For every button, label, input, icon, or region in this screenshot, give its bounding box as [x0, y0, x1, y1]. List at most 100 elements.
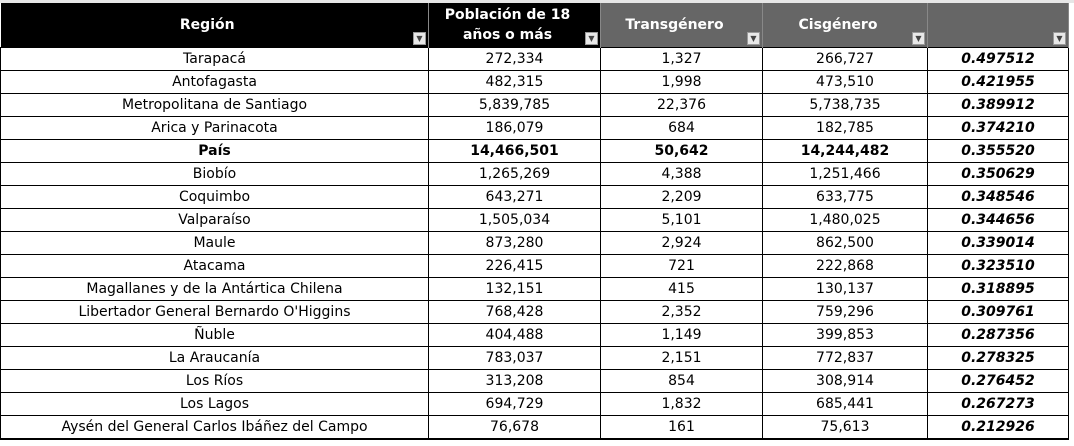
header-row: Región ▼ Población de 18 años o más ▼ Tran… — [0, 3, 1069, 48]
cell-ratio[interactable]: 0.389912 — [927, 93, 1069, 117]
cell-ratio[interactable]: 0.278325 — [927, 346, 1069, 370]
cell-region[interactable]: Los Lagos — [0, 392, 429, 416]
cell-ratio[interactable]: 0.348546 — [927, 185, 1069, 209]
cell-population[interactable]: 14,466,501 — [428, 139, 601, 163]
cell-cisgender[interactable]: 75,613 — [762, 415, 928, 440]
cell-population[interactable]: 404,488 — [428, 323, 601, 347]
header-label: Región — [179, 17, 235, 33]
cell-region[interactable]: Aysén del General Carlos Ibáñez del Camp… — [0, 415, 429, 440]
cell-population[interactable]: 186,079 — [428, 116, 601, 140]
cell-region[interactable]: Coquimbo — [0, 185, 429, 209]
table-row: La Araucanía 783,037 2,151 772,837 0.278325 — [0, 346, 1069, 370]
filter-dropdown-icon[interactable]: ▼ — [413, 32, 426, 45]
cell-transgender[interactable]: 684 — [600, 116, 763, 140]
cell-ratio[interactable]: 0.497512 — [927, 47, 1069, 71]
cell-transgender[interactable]: 4,388 — [600, 162, 763, 186]
table-row: Maule 873,280 2,924 862,500 0.339014 — [0, 231, 1069, 255]
cell-cisgender[interactable]: 14,244,482 — [762, 139, 928, 163]
cell-population[interactable]: 768,428 — [428, 300, 601, 324]
cell-population[interactable]: 5,839,785 — [428, 93, 601, 117]
cell-cisgender[interactable]: 772,837 — [762, 346, 928, 370]
cell-region[interactable]: Libertador General Bernardo O'Higgins — [0, 300, 429, 324]
cell-population[interactable]: 132,151 — [428, 277, 601, 301]
cell-population[interactable]: 76,678 — [428, 415, 601, 440]
filter-dropdown-icon[interactable]: ▼ — [747, 32, 760, 45]
cell-cisgender[interactable]: 399,853 — [762, 323, 928, 347]
cell-cisgender[interactable]: 308,914 — [762, 369, 928, 393]
filter-dropdown-icon[interactable]: ▼ — [585, 32, 598, 45]
cell-ratio[interactable]: 0.212926 — [927, 415, 1069, 440]
cell-cisgender[interactable]: 759,296 — [762, 300, 928, 324]
cell-transgender[interactable]: 22,376 — [600, 93, 763, 117]
cell-transgender[interactable]: 2,352 — [600, 300, 763, 324]
cell-population[interactable]: 694,729 — [428, 392, 601, 416]
cell-population[interactable]: 643,271 — [428, 185, 601, 209]
cell-region[interactable]: Atacama — [0, 254, 429, 278]
cell-population[interactable]: 1,265,269 — [428, 162, 601, 186]
cell-region[interactable]: Antofagasta — [0, 70, 429, 94]
table-row: Biobío 1,265,269 4,388 1,251,466 0.350629 — [0, 162, 1069, 186]
cell-region[interactable]: Valparaíso — [0, 208, 429, 232]
cell-cisgender[interactable]: 222,868 — [762, 254, 928, 278]
cell-ratio[interactable]: 0.355520 — [927, 139, 1069, 163]
cell-transgender[interactable]: 415 — [600, 277, 763, 301]
cell-transgender[interactable]: 161 — [600, 415, 763, 440]
cell-cisgender[interactable]: 685,441 — [762, 392, 928, 416]
cell-region[interactable]: País — [0, 139, 429, 163]
cell-population[interactable]: 873,280 — [428, 231, 601, 255]
filter-dropdown-icon[interactable]: ▼ — [912, 32, 925, 45]
cell-transgender[interactable]: 721 — [600, 254, 763, 278]
cell-cisgender[interactable]: 130,137 — [762, 277, 928, 301]
cell-population[interactable]: 313,208 — [428, 369, 601, 393]
cell-ratio[interactable]: 0.323510 — [927, 254, 1069, 278]
cell-cisgender[interactable]: 5,738,735 — [762, 93, 928, 117]
cell-region[interactable]: Ñuble — [0, 323, 429, 347]
cell-ratio[interactable]: 0.276452 — [927, 369, 1069, 393]
cell-region[interactable]: Metropolitana de Santiago — [0, 93, 429, 117]
cell-transgender[interactable]: 1,327 — [600, 47, 763, 71]
table-row: Los Ríos 313,208 854 308,914 0.276452 — [0, 369, 1069, 393]
cell-ratio[interactable]: 0.287356 — [927, 323, 1069, 347]
cell-transgender[interactable]: 2,924 — [600, 231, 763, 255]
cell-region[interactable]: La Araucanía — [0, 346, 429, 370]
cell-cisgender[interactable]: 1,480,025 — [762, 208, 928, 232]
cell-ratio[interactable]: 0.339014 — [927, 231, 1069, 255]
cell-transgender[interactable]: 1,149 — [600, 323, 763, 347]
cell-region[interactable]: Biobío — [0, 162, 429, 186]
cell-cisgender[interactable]: 862,500 — [762, 231, 928, 255]
cell-transgender[interactable]: 2,209 — [600, 185, 763, 209]
cell-region[interactable]: Magallanes y de la Antártica Chilena — [0, 277, 429, 301]
cell-region[interactable]: Maule — [0, 231, 429, 255]
cell-population[interactable]: 482,315 — [428, 70, 601, 94]
cell-transgender[interactable]: 2,151 — [600, 346, 763, 370]
cell-region[interactable]: Arica y Parinacota — [0, 116, 429, 140]
cell-cisgender[interactable]: 1,251,466 — [762, 162, 928, 186]
cell-transgender[interactable]: 1,832 — [600, 392, 763, 416]
filter-dropdown-icon[interactable]: ▼ — [1053, 32, 1066, 45]
cell-ratio[interactable]: 0.421955 — [927, 70, 1069, 94]
cell-transgender[interactable]: 50,642 — [600, 139, 763, 163]
cell-cisgender[interactable]: 633,775 — [762, 185, 928, 209]
cell-population[interactable]: 226,415 — [428, 254, 601, 278]
cell-ratio[interactable]: 0.267273 — [927, 392, 1069, 416]
cell-ratio[interactable]: 0.350629 — [927, 162, 1069, 186]
table-row: Atacama 226,415 721 222,868 0.323510 — [0, 254, 1069, 278]
cell-ratio[interactable]: 0.344656 — [927, 208, 1069, 232]
cell-ratio[interactable]: 0.374210 — [927, 116, 1069, 140]
cell-population[interactable]: 1,505,034 — [428, 208, 601, 232]
cell-transgender[interactable]: 854 — [600, 369, 763, 393]
table-row: Antofagasta 482,315 1,998 473,510 0.421955 — [0, 70, 1069, 94]
cell-cisgender[interactable]: 182,785 — [762, 116, 928, 140]
cell-region[interactable]: Tarapacá — [0, 47, 429, 71]
cell-cisgender[interactable]: 266,727 — [762, 47, 928, 71]
cell-population[interactable]: 272,334 — [428, 47, 601, 71]
cell-transgender[interactable]: 1,998 — [600, 70, 763, 94]
cell-region[interactable]: Los Ríos — [0, 369, 429, 393]
cell-ratio[interactable]: 0.309761 — [927, 300, 1069, 324]
header-cisgender: Cisgénero ▼ — [762, 3, 928, 48]
header-region: Región ▼ — [0, 3, 429, 48]
cell-ratio[interactable]: 0.318895 — [927, 277, 1069, 301]
cell-population[interactable]: 783,037 — [428, 346, 601, 370]
cell-cisgender[interactable]: 473,510 — [762, 70, 928, 94]
cell-transgender[interactable]: 5,101 — [600, 208, 763, 232]
